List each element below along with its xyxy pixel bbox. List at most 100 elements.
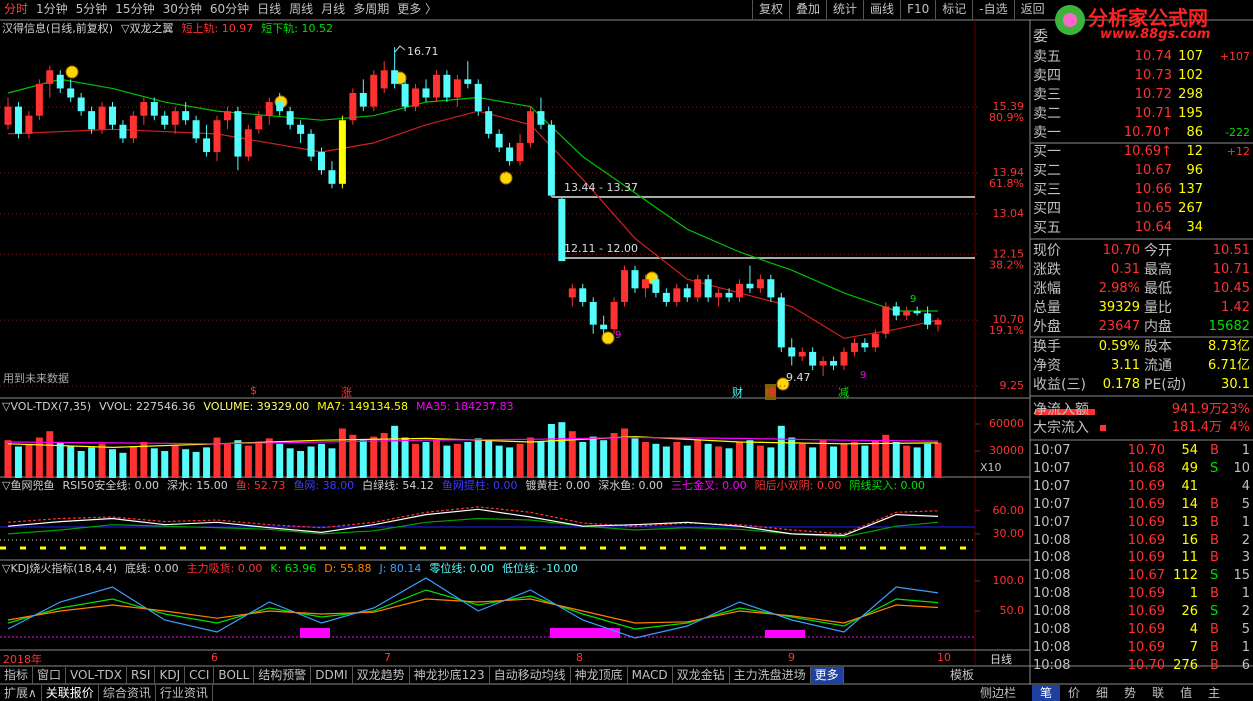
period-tab[interactable]: 周线 <box>289 2 314 16</box>
toolbar-button[interactable]: 叠加 <box>789 0 826 19</box>
quote-cell: 10:08 <box>1033 604 1071 620</box>
quote-cell: 10 <box>1233 460 1250 476</box>
indicator-tab[interactable]: 神龙顶底 <box>571 667 628 684</box>
toolbar-button[interactable]: -自选 <box>972 0 1013 19</box>
volume-bar <box>328 448 336 478</box>
bottom-tab[interactable]: 综合资讯 <box>99 685 156 701</box>
toolbar-button[interactable]: F10 <box>900 0 935 19</box>
candle-body <box>203 138 211 153</box>
sidebar-button[interactable]: 侧边栏 <box>980 686 1017 700</box>
volume-bar <box>621 428 629 478</box>
volume-bar <box>244 445 252 478</box>
quote-cell: 卖三 <box>1033 87 1061 103</box>
side-tab[interactable]: 价 <box>1068 686 1081 700</box>
period-tab[interactable]: 5分钟 <box>75 2 108 16</box>
toolbar-button[interactable]: 画线 <box>863 0 900 19</box>
quote-cell: 298 <box>1178 87 1203 102</box>
indicator-tab[interactable]: 结构预警 <box>254 667 312 684</box>
indicator-tab[interactable]: 自动移动均线 <box>490 667 571 684</box>
indicator-tab[interactable]: MACD <box>628 667 673 684</box>
volume-bar <box>558 422 566 478</box>
period-tab[interactable]: 30分钟 <box>162 2 202 16</box>
toolbar-button[interactable]: 返回 <box>1013 0 1051 19</box>
fib-label: 19.1% <box>989 324 1024 337</box>
title-item: ▽双龙之翼 <box>121 22 174 35</box>
volume-bar <box>652 443 660 478</box>
volume-bar <box>203 447 211 478</box>
moving-average <box>7 78 938 312</box>
indicator-tab[interactable]: 更多 <box>810 667 844 684</box>
quote-cell: 6 <box>1241 657 1250 673</box>
volume-bar <box>756 445 764 478</box>
toolbar-button[interactable]: 标记 <box>935 0 972 19</box>
period-tab[interactable]: 多周期 <box>353 2 390 16</box>
bottom-tab[interactable]: 扩展∧ <box>0 685 42 701</box>
indicator-tab[interactable]: VOL-TDX <box>66 667 127 684</box>
indicator-tab[interactable]: 神龙抄底123 <box>410 667 490 684</box>
volume-bar <box>798 443 806 478</box>
title-item: 鱼网: 38.00 <box>293 479 355 492</box>
indicator-tab[interactable]: 指标 <box>0 667 34 684</box>
quote-cell: 卖二 <box>1033 106 1061 122</box>
side-tab[interactable]: 联 <box>1152 686 1165 700</box>
indicator-tab[interactable]: BOLL <box>214 667 255 684</box>
quote-cell: 量比 <box>1144 300 1172 316</box>
period-tab[interactable]: 分时 <box>4 2 29 16</box>
volume-average <box>7 435 939 449</box>
candle-body <box>150 102 158 116</box>
period-tab[interactable]: 日线 <box>257 2 282 16</box>
toolbar-button[interactable]: 统计 <box>826 0 863 19</box>
volume-bar <box>871 440 879 478</box>
bottom-tab[interactable]: 关联报价 <box>42 685 99 701</box>
indicator-tab[interactable]: 主力洗盘进场 <box>730 667 811 684</box>
panel-title: ▽鱼网兜鱼 RSI50安全线: 0.00 深水: 15.00 鱼: 52.73 鱼网: … <box>2 479 925 493</box>
candle-body <box>861 342 869 348</box>
side-tab[interactable]: 势 <box>1124 686 1137 700</box>
indicator-tab[interactable]: 双龙金钻 <box>673 667 730 684</box>
indicator-tab[interactable]: KDJ <box>155 667 186 684</box>
candle-body <box>652 279 660 293</box>
y-tick-label: 60.00 <box>993 504 1025 517</box>
toolbar-button[interactable]: 复权 <box>752 0 789 19</box>
period-tab[interactable]: 更多 〉 <box>397 2 438 16</box>
candle-body <box>432 74 440 98</box>
volume-bar <box>662 446 670 478</box>
side-tab[interactable]: 笔 <box>1032 685 1061 701</box>
indicator-tab[interactable]: RSI <box>127 667 156 684</box>
side-tab[interactable]: 细 <box>1096 686 1109 700</box>
indicator-tab[interactable]: 窗口 <box>33 667 67 684</box>
period-tab[interactable]: 60分钟 <box>209 2 250 16</box>
title-item: VOLUME: 39329.00 <box>203 400 310 413</box>
period-label[interactable]: 日线 <box>990 653 1012 666</box>
indicator-tab[interactable]: DDMI <box>311 667 353 684</box>
volume-bar <box>150 448 158 478</box>
date-label: 10 <box>937 651 951 664</box>
quote-cell: S <box>1210 568 1219 584</box>
volume-bar <box>432 440 440 478</box>
side-tab[interactable]: 值 <box>1180 686 1193 700</box>
y-tick-label: 15.39 <box>993 100 1025 113</box>
volume-bar <box>276 443 284 478</box>
quote-cell: B <box>1210 586 1219 602</box>
title-item: 主力吸货: 0.00 <box>186 562 263 575</box>
moving-average <box>7 110 939 339</box>
template-button[interactable]: 模板 <box>950 668 975 682</box>
quote-cell: 总量 <box>1033 300 1061 316</box>
quote-cell: 买二 <box>1033 163 1061 179</box>
title-item: 底线: 0.00 <box>124 562 179 575</box>
kdj-line <box>7 589 939 630</box>
y-tick-label: 13.94 <box>993 166 1025 179</box>
period-tab[interactable]: 月线 <box>321 2 346 16</box>
quote-cell: 86 <box>1186 125 1203 140</box>
bottom-tab[interactable]: 行业资讯 <box>156 685 213 701</box>
title-item: 镀黄柱: 0.00 <box>525 479 591 492</box>
volume-bar <box>25 443 33 478</box>
volume-bar <box>182 449 190 478</box>
period-tab[interactable]: 15分钟 <box>115 2 155 16</box>
candle-body <box>182 111 190 121</box>
period-tab[interactable]: 1分钟 <box>36 2 68 16</box>
candle-body <box>370 74 378 107</box>
side-tab[interactable]: 主 <box>1208 686 1221 700</box>
indicator-tab[interactable]: 双龙趋势 <box>353 667 410 684</box>
indicator-tab[interactable]: CCI <box>185 667 215 684</box>
